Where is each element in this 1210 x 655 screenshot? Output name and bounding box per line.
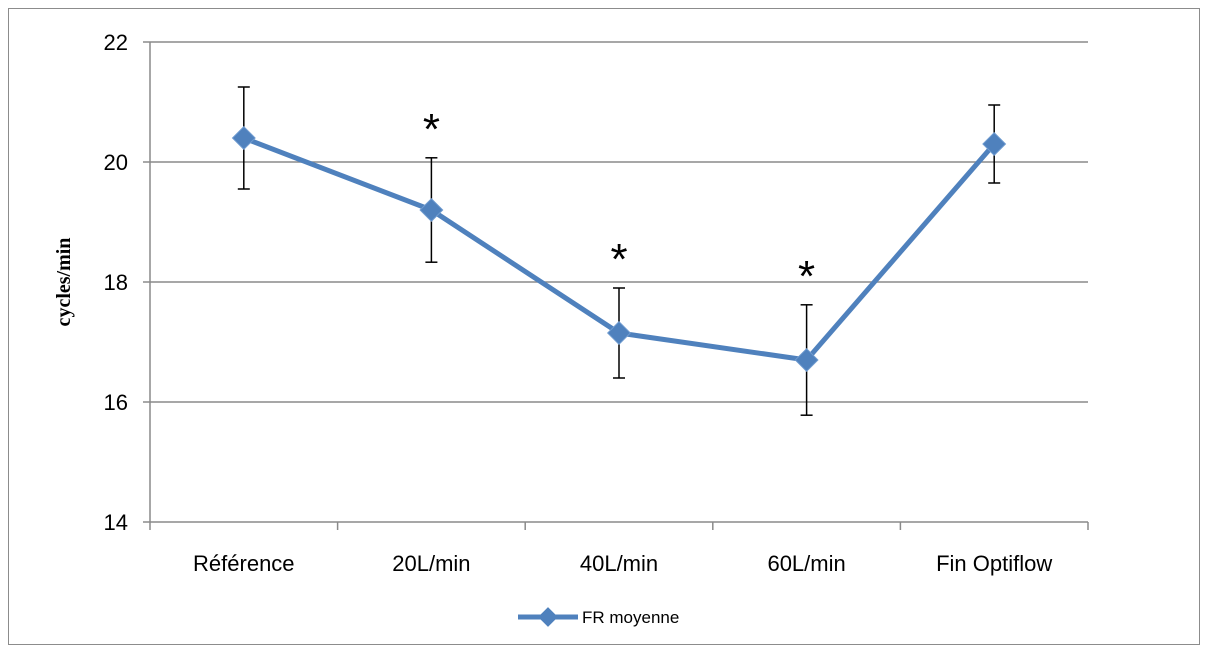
y-tick-labels: 14 16 18 20 22 [104,30,128,535]
data-point [794,347,819,373]
x-tick-label: 40L/min [580,551,658,576]
y-tick-label: 18 [104,270,128,295]
y-tick-label: 20 [104,150,128,175]
data-point [419,197,444,223]
axes [143,41,1089,530]
x-tick-label: 60L/min [767,551,845,576]
legend-marker [538,607,558,627]
significance-star: * [798,252,815,301]
y-tick-label: 22 [104,30,128,55]
data-point [606,320,632,346]
data-point [231,125,256,151]
x-tick-label: 20L/min [392,551,470,576]
chart-frame [8,8,1200,645]
y-axis-title: cycles/min [53,238,75,327]
y-tick-label: 16 [104,390,128,415]
significance-markers: * * * [423,105,815,301]
x-tick-label: Référence [193,551,295,576]
legend: FR moyenne [518,607,679,627]
x-tick-label: Fin Optiflow [936,551,1052,576]
significance-star: * [610,235,627,284]
series-fr-moyenne [231,125,1007,373]
legend-label: FR moyenne [582,608,679,627]
data-point [982,131,1007,157]
x-tick-labels: Référence 20L/min 40L/min 60L/min Fin Optifl… [193,551,1052,576]
y-tick-label: 14 [104,510,128,535]
significance-star: * [423,105,440,154]
